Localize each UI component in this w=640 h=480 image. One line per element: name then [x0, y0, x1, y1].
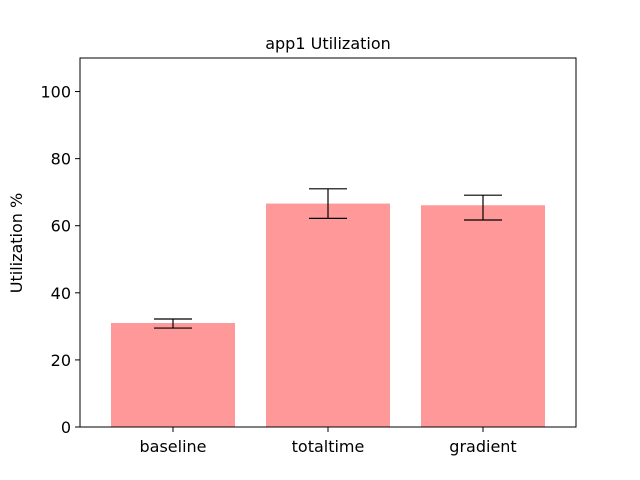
y-tick-label-0: 0 [61, 418, 71, 437]
bar-gradient [421, 205, 545, 427]
plot-area: 0 20 40 60 80 100 baseline totaltime gradient [40, 83, 545, 456]
x-tick-label-totaltime: totaltime [292, 437, 365, 456]
bar-totaltime [266, 203, 390, 427]
y-axis-label: Utilization % [7, 193, 26, 293]
y-tick-label-80: 80 [51, 150, 71, 169]
x-tick-label-gradient: gradient [449, 437, 516, 456]
x-tick-label-baseline: baseline [139, 437, 206, 456]
chart-title: app1 Utilization [265, 34, 391, 53]
bar-baseline [111, 323, 235, 427]
y-tick-label-100: 100 [40, 83, 71, 102]
plot-frame [79, 57, 577, 428]
y-tick-label-20: 20 [51, 351, 71, 370]
y-tick-label-60: 60 [51, 217, 71, 236]
y-tick-label-40: 40 [51, 284, 71, 303]
